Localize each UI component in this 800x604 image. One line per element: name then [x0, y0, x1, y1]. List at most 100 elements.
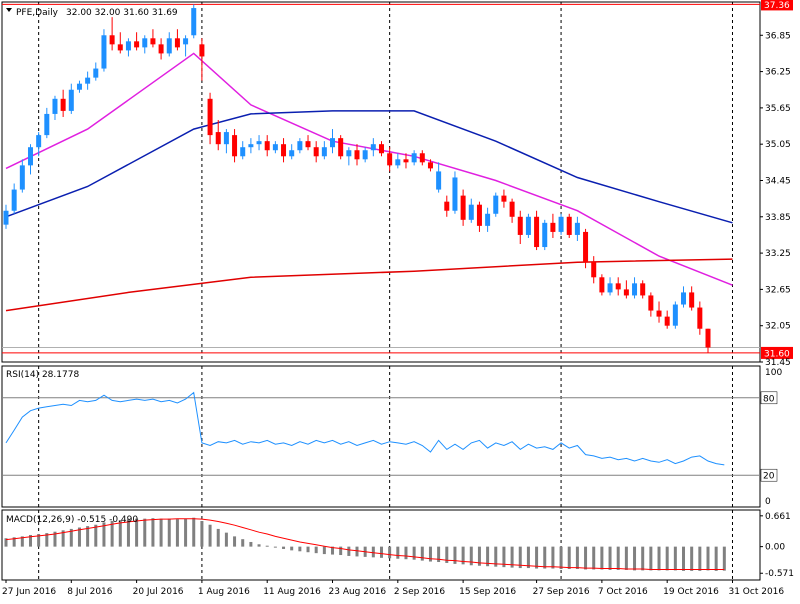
macd-bar: [216, 528, 220, 547]
macd-bar: [486, 546, 490, 567]
rsi-level-label: 20: [763, 472, 775, 482]
candle-body: [640, 283, 646, 296]
candle-body: [248, 144, 254, 148]
macd-bar: [69, 528, 73, 547]
macd-bar: [657, 546, 661, 571]
macd-bar: [714, 546, 718, 571]
candle-body: [656, 310, 662, 317]
date-axis-label: 27 Sep 2016: [533, 587, 590, 597]
candle-body: [623, 289, 629, 296]
macd-bar: [526, 546, 530, 569]
candle-body: [281, 144, 287, 157]
macd-bar: [584, 546, 588, 570]
candle-body: [493, 195, 499, 214]
candle-body: [436, 171, 442, 190]
ohlc-label: 32.00 32.00 31.60 31.69: [66, 8, 178, 18]
candle-body: [468, 204, 474, 220]
candle-body: [313, 147, 319, 157]
candle-body: [191, 8, 197, 36]
moving-average-line-3: [5, 258, 733, 312]
macd-bar: [314, 546, 318, 554]
candle-body: [387, 153, 393, 166]
macd-bar: [282, 546, 286, 549]
macd-bar: [347, 546, 351, 556]
macd-bar: [608, 546, 612, 570]
price-axis-label: 35.05: [765, 140, 791, 150]
candle-body: [664, 316, 670, 326]
macd-bar: [633, 546, 637, 571]
macd-bar: [37, 534, 41, 547]
candle-body: [52, 98, 58, 114]
candle-body: [215, 132, 221, 145]
macd-bar: [4, 538, 8, 547]
candle-body: [125, 41, 131, 51]
price-level-label: 31.60: [764, 349, 790, 359]
candle-body: [395, 159, 401, 166]
candle-body: [517, 216, 523, 235]
candle-body: [370, 144, 376, 151]
candle-body: [476, 204, 482, 226]
macd-bar: [682, 546, 686, 571]
moving-average-line-2: [5, 110, 733, 224]
candle-body: [11, 189, 17, 211]
macd-axis-label: -0.571: [765, 569, 794, 579]
rsi-line: [5, 391, 725, 466]
macd-bar: [469, 546, 473, 566]
rsi-level-label: 80: [763, 394, 775, 404]
price-header: PFE,Daily 32.00 32.00 31.60 31.69: [6, 8, 178, 18]
macd-bar: [371, 546, 375, 558]
candle-body: [672, 304, 678, 326]
macd-bar: [600, 546, 604, 570]
macd-bar: [592, 546, 596, 570]
date-axis-label: 27 Jun 2016: [2, 587, 56, 597]
macd-label: MACD(12,26,9) -0.515 -0.490: [6, 515, 138, 525]
macd-bar: [77, 527, 81, 547]
candle-body: [591, 262, 597, 278]
macd-bar: [494, 546, 498, 567]
macd-bar: [322, 546, 326, 555]
macd-bar: [551, 546, 555, 569]
macd-bar: [265, 545, 269, 547]
candle-body: [330, 138, 336, 148]
price-axis-label: 31.45: [765, 358, 791, 368]
candle-body: [76, 83, 82, 90]
price-axis-label: 33.85: [765, 213, 791, 223]
macd-bar: [616, 546, 620, 570]
macd-bar: [690, 546, 694, 571]
candle-body: [183, 38, 189, 45]
candle-body: [109, 35, 115, 45]
candle-body: [378, 144, 384, 154]
candle-body: [566, 216, 572, 235]
macd-bar: [698, 546, 702, 571]
price-axis-label: 36.25: [765, 68, 791, 78]
macd-bar: [249, 541, 253, 547]
date-axis-label: 8 Jul 2016: [67, 587, 112, 597]
candle-body: [256, 141, 262, 145]
macd-bar: [331, 546, 335, 555]
macd-bar: [241, 539, 245, 547]
macd-bar: [665, 546, 669, 571]
macd-bar: [20, 536, 24, 547]
dropdown-arrow-icon[interactable]: [6, 8, 12, 12]
macd-bar: [412, 546, 416, 560]
macd-bar: [208, 524, 212, 547]
macd-bar: [135, 518, 139, 547]
macd-bar: [575, 546, 579, 570]
candle-body: [166, 38, 172, 54]
candle-body: [223, 132, 229, 145]
macd-bar: [298, 546, 302, 552]
candle-body: [419, 153, 425, 163]
macd-bar: [175, 519, 179, 547]
price-level-badge: [761, 0, 793, 11]
candle-body: [485, 213, 491, 226]
moving-average-line-1: [5, 52, 733, 286]
macd-bar: [12, 537, 16, 547]
candle-body: [289, 150, 295, 157]
candle-body: [142, 38, 148, 48]
axis-labels: 36.85 36.25 35.65 35.05 34.45 33.85 33.25 32.65…: [2, 31, 791, 597]
macd-bar: [388, 546, 392, 559]
macd-bar: [192, 517, 196, 547]
candle-body: [681, 292, 687, 305]
macd-bar: [453, 546, 457, 564]
date-axis-label: 15 Sep 2016: [459, 587, 516, 597]
